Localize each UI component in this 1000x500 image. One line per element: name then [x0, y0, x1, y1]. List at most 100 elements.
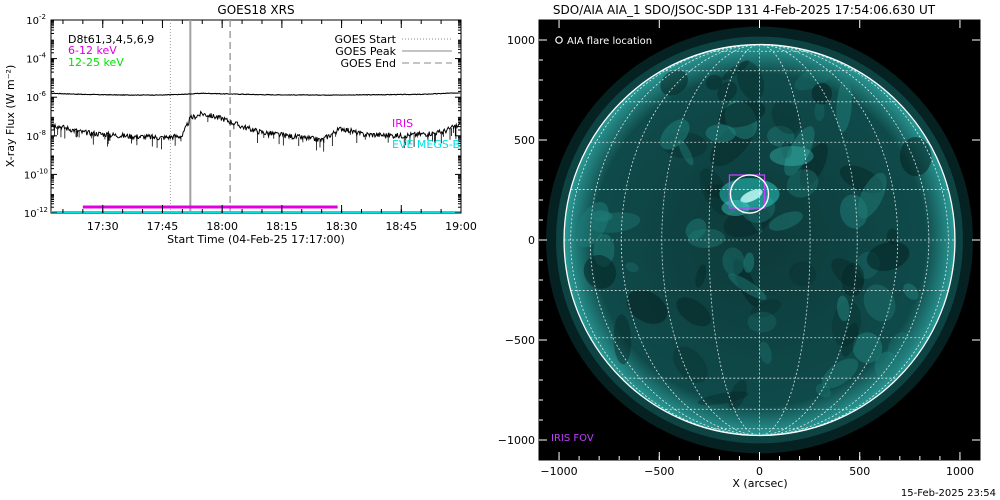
- goes-series-short: [51, 110, 461, 143]
- goes-detector-label: D8t61,3,4,5,6,9: [68, 33, 154, 46]
- aia-disk-texture-patch: [745, 203, 763, 233]
- aia-disk-texture-patch: [705, 184, 733, 199]
- goes-y-axis-label: X-ray Flux (W m⁻²): [4, 65, 17, 167]
- aia-y-tick-label: −500: [505, 334, 535, 347]
- aia-x-tick-label: 0: [756, 465, 763, 478]
- aia-disk-texture-patch: [771, 100, 802, 135]
- goes-x-tick-label: 17:30: [87, 220, 119, 233]
- goes-x-tick-label: 18:30: [326, 220, 358, 233]
- goes-title: GOES18 XRS: [217, 3, 294, 17]
- aia-flare-kernel: [740, 189, 763, 203]
- aia-disk-texture-patch: [723, 205, 771, 238]
- aia-x-tick-label: −1000: [540, 465, 577, 478]
- aia-disk-texture-patch: [866, 241, 910, 271]
- goes-y-tick-label: 10-8: [26, 129, 46, 143]
- aia-legend: AIA flare location: [555, 36, 652, 47]
- aia-disk-texture-patch: [811, 82, 833, 105]
- aia-y-tick-label: 1000: [507, 34, 535, 47]
- footer-timestamp: 15-Feb-2025 23:54: [901, 488, 996, 499]
- aia-disk-texture-patch: [728, 273, 767, 300]
- goes-x-tick-label: 18:45: [385, 220, 417, 233]
- aia-solar-limb: [563, 43, 956, 437]
- aia-axes-layer: −1000 −500 0 500 1000 1000 500 0 −500 −1000: [498, 20, 980, 478]
- aia-disk-texture-patch: [857, 172, 887, 219]
- aia-y-tick-label: 500: [514, 134, 535, 147]
- aia-disk-texture-patch: [695, 264, 707, 288]
- aia-disk-texture-patch: [814, 101, 825, 122]
- goes-plot-frame: [50, 19, 462, 214]
- goes-x-axis-label: Start Time (04-Feb-25 17:17:00): [167, 233, 345, 246]
- aia-disk-texture-patch: [903, 283, 919, 300]
- aia-disk-texture-patch: [789, 261, 817, 287]
- goes-x-tick-label: 18:00: [206, 220, 238, 233]
- aia-iris-fov-label: IRIS FOV: [551, 433, 594, 444]
- aia-disk-texture-patch: [799, 142, 828, 188]
- aia-grid-longitude: [661, 44, 760, 436]
- aia-panel: SDO/AIA AIA_1 SDO/JSOC-SDP 131 4-Feb-202…: [498, 3, 981, 490]
- goes-iris-label: IRIS: [392, 117, 413, 130]
- legend-goes-end-label: GOES End: [340, 57, 396, 70]
- aia-disk-texture-patch: [841, 262, 865, 297]
- legend-goes-peak-label: GOES Peak: [335, 45, 396, 58]
- aia-disk-texture-patch: [737, 60, 765, 101]
- goes-series-long: [51, 92, 461, 96]
- aia-disk-texture-patch: [721, 60, 750, 81]
- goes-panel: GOES18 XRS 10-2 10-4 10-6 10-8 10-10 10-12 17:…: [4, 3, 477, 246]
- aia-disk-texture-patch: [747, 311, 777, 333]
- aia-grid-longitude: [570, 44, 760, 436]
- aia-disk-texture-patch: [768, 211, 803, 231]
- aia-disk-texture-patch: [705, 74, 723, 91]
- goes-x-tick-label: 19:00: [445, 220, 477, 233]
- aia-grid-longitude: [620, 44, 760, 436]
- legend-goes-start-label: GOES Start: [335, 33, 397, 46]
- aia-disk-texture-patch: [718, 100, 766, 128]
- aia-disk-texture-patch: [794, 64, 835, 91]
- aia-coordinate-grid: [564, 44, 955, 436]
- aia-disk-texture-patch: [837, 295, 850, 322]
- aia-disk-texture-patch: [722, 247, 745, 276]
- aia-disk-texture-patch: [728, 379, 747, 410]
- aia-disk-texture-patch: [733, 258, 759, 307]
- aia-y-tick-label: −1000: [498, 434, 535, 447]
- aia-disk-texture-patch: [678, 139, 694, 166]
- aia-disk-texture-patch: [821, 358, 859, 389]
- aia-disk-texture-patch: [743, 252, 755, 273]
- aia-disk-texture-patch: [786, 169, 819, 198]
- goes-axes-layer: 10-2 10-4 10-6 10-8 10-10 10-12 17:30 17:45 18:0…: [24, 13, 477, 233]
- goes-legend: GOES Start GOES Peak GOES End: [335, 33, 452, 70]
- goes-band-label-6-12kev: 6-12 keV: [68, 44, 117, 57]
- aia-disk-texture-patch: [676, 297, 712, 327]
- aia-grid-longitude: [759, 44, 949, 436]
- aia-disk-texture-patch: [705, 124, 736, 143]
- aia-disk-texture-patch: [625, 262, 639, 273]
- aia-disk-texture-patch: [583, 255, 617, 289]
- aia-flare-legend-marker: [555, 36, 563, 44]
- aia-disk-texture-patch: [836, 79, 852, 133]
- aia-overlay-layer: [563, 43, 956, 437]
- aia-flare-location-circle: [729, 174, 770, 214]
- aia-x-tick-label: −500: [644, 465, 674, 478]
- aia-disk-texture-patch: [717, 81, 737, 102]
- aia-title: SDO/AIA AIA_1 SDO/JSOC-SDP 131 4-Feb-202…: [553, 3, 936, 17]
- aia-disk-texture-patch: [687, 228, 726, 249]
- aia-disk-texture-patch: [613, 314, 632, 365]
- aia-x-axis-label: X (arcsec): [732, 477, 787, 490]
- aia-disk-texture-patch: [831, 258, 864, 289]
- goes-band-label-12-25kev: 12-25 keV: [68, 56, 124, 69]
- goes-x-tick-label: 17:45: [147, 220, 179, 233]
- aia-grid-longitude: [759, 44, 858, 436]
- aia-disk-texture-patch: [626, 289, 668, 324]
- goes-data-layer: [51, 20, 461, 213]
- aia-bright-loop: [769, 146, 814, 166]
- aia-disk-texture-patch: [759, 341, 772, 364]
- goes-y-tick-label: 10-4: [26, 52, 46, 66]
- aia-disk-texture-patch: [784, 126, 815, 176]
- aia-disk-texture-patch: [697, 391, 749, 406]
- goes-y-tick-label: 10-12: [24, 206, 48, 220]
- goes-x-tick-label: 18:15: [266, 220, 298, 233]
- aia-x-tick-label: 1000: [946, 465, 974, 478]
- aia-disk-texture-patch: [685, 218, 707, 240]
- goes-y-tick-label: 10-10: [24, 167, 48, 181]
- aia-disk-texture-patch: [781, 141, 792, 159]
